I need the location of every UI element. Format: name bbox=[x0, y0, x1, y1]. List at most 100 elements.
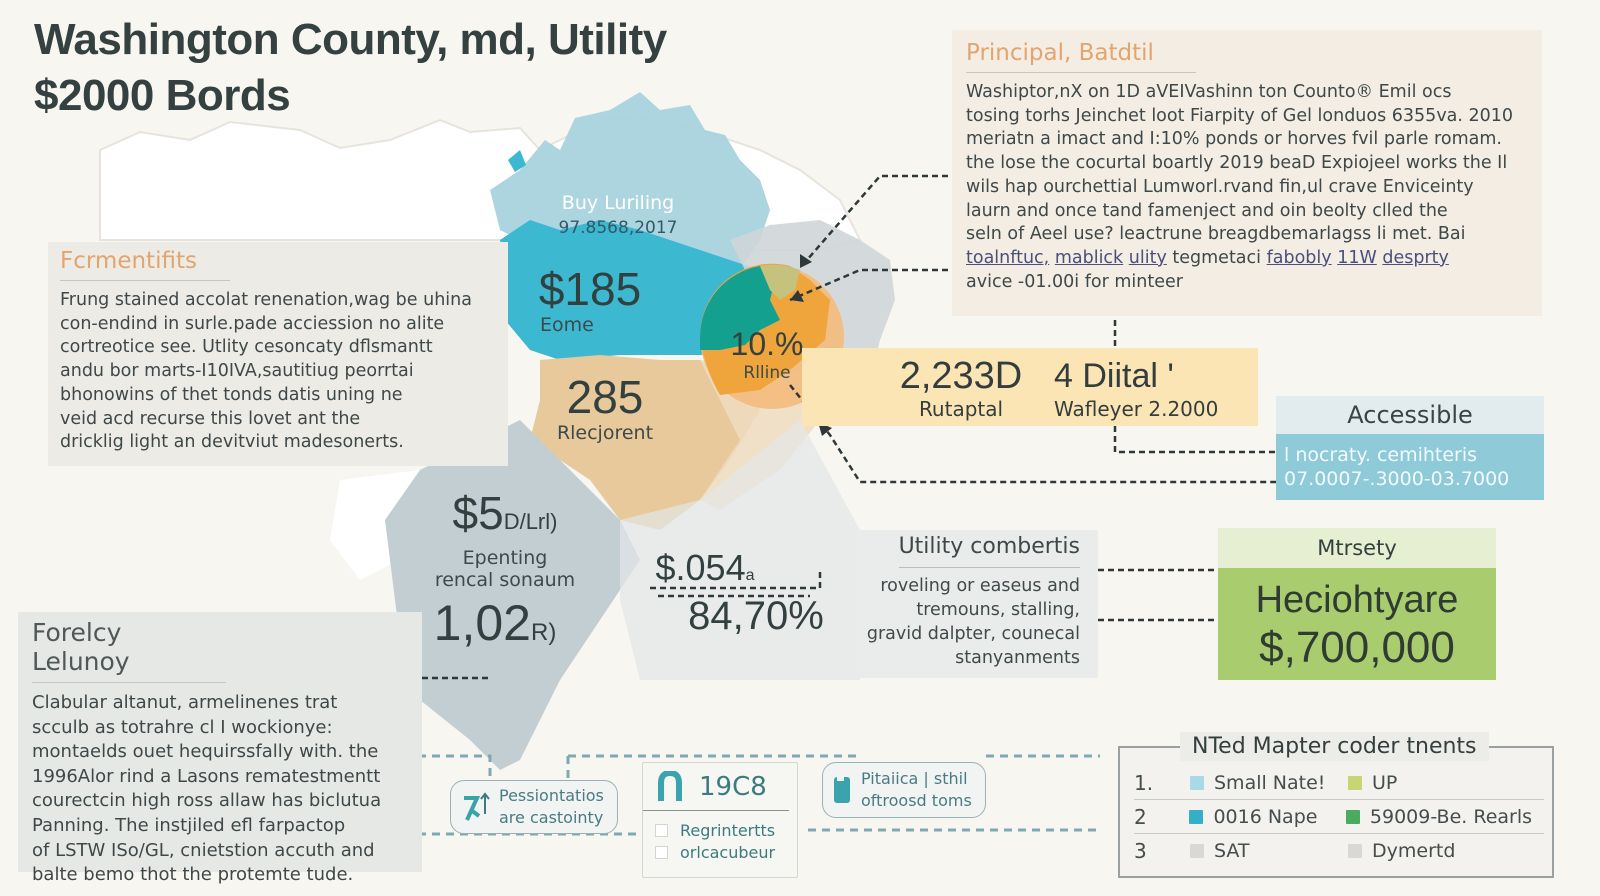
legend-row-number: 3 bbox=[1134, 839, 1147, 863]
callout-line: Pitaiica | sthil bbox=[861, 769, 968, 788]
checkbox[interactable] bbox=[655, 823, 668, 837]
circle-teal bbox=[700, 266, 780, 350]
stat-102: 1,02R) bbox=[410, 598, 580, 658]
link[interactable]: ulity bbox=[1128, 247, 1167, 268]
link[interactable]: mablick bbox=[1054, 247, 1124, 268]
fermentifits-line: con-endind in surle.pade acciession no a… bbox=[60, 313, 445, 334]
callout-text: Pessiontatios are castointy bbox=[499, 785, 604, 829]
legend-row: 3 SAT Dymertd bbox=[1134, 834, 1544, 868]
stat-value: 84,70% bbox=[688, 594, 824, 638]
accessible-heading: Accessible bbox=[1276, 396, 1544, 434]
utility-line: roveling or easeus and bbox=[880, 576, 1080, 596]
fermentifits-line: veid acd recurse this lovet ant the bbox=[60, 408, 361, 429]
pessiontatios-callout[interactable]: Pessiontatios are castointy bbox=[450, 780, 618, 834]
forelcy-panel: Forelcy Lelunoy Clabular altanut, armeli… bbox=[18, 612, 422, 885]
pittaica-callout[interactable]: Pitaiica | sthil oftroosd toms bbox=[822, 762, 986, 818]
stat-8470: 84,70% bbox=[676, 594, 836, 638]
stat-value: 285 bbox=[566, 371, 644, 423]
phone-icon bbox=[834, 775, 850, 803]
stat-054: $.054a bbox=[640, 548, 770, 596]
buy-label: Buy Luriling bbox=[561, 192, 675, 214]
principal-line: tosing torhs Jeinchet loot Fiarpity of G… bbox=[966, 105, 1514, 126]
stat-value: 10.% bbox=[730, 326, 804, 362]
checklist-header: 19C8 bbox=[643, 763, 789, 811]
checkbox-item[interactable]: Regrintertts bbox=[655, 819, 797, 841]
link[interactable]: fabobly bbox=[1266, 247, 1332, 268]
checkbox-item[interactable]: orlcacubeur bbox=[655, 841, 797, 863]
stat-number: $.054 bbox=[655, 547, 746, 588]
utility-body: roveling or easeus and tremouns, stallin… bbox=[856, 574, 1080, 670]
forelcy-line: courectcin high ross allaw has biclutua bbox=[32, 790, 382, 812]
link[interactable]: 11W bbox=[1337, 247, 1377, 268]
utility-heading: Utility combertis bbox=[898, 534, 1080, 568]
callout-text: Pitaiica | sthil oftroosd toms bbox=[861, 768, 972, 812]
legend-item: SAT bbox=[1190, 840, 1348, 862]
accessible-line: l nocraty. cemihteris bbox=[1284, 444, 1478, 466]
legend-label: SAT bbox=[1214, 840, 1250, 862]
buy-value: 97.8568,2017 bbox=[558, 218, 678, 238]
principal-line: avice -01.00i for minteer bbox=[966, 271, 1183, 292]
checklist-value: 19C8 bbox=[699, 771, 767, 802]
circle-olive bbox=[760, 264, 800, 300]
title-line-1: Washington County, md, Utility bbox=[34, 15, 667, 64]
principal-panel: Principal, Batdtil Washiptor,nX on 1D aV… bbox=[952, 30, 1542, 316]
checkbox-label: orlcacubeur bbox=[680, 842, 776, 862]
forelcy-line: montaelds ouet hequirssfally with. the bbox=[32, 741, 379, 763]
callout-connectors bbox=[390, 754, 1100, 836]
stat-2233: 2,233D Rutaptal bbox=[886, 354, 1036, 420]
stat-185: $185 Eome bbox=[520, 264, 660, 336]
legend-label: Dymertd bbox=[1372, 840, 1456, 862]
forelcy-heading: Forelcy Lelunoy bbox=[32, 618, 226, 683]
legend-label: 0016 Nape bbox=[1213, 805, 1318, 828]
principal-line: wils hap ourchettial Lumworl.rvand fin,u… bbox=[966, 176, 1474, 197]
legend-row: 1. Small Nate! UP bbox=[1134, 766, 1544, 800]
legend-label: UP bbox=[1372, 771, 1398, 794]
principal-line: laurn and once tand famenject and oin be… bbox=[966, 200, 1448, 221]
fermentifits-panel: Fcrmentifits Frung stained accolat renen… bbox=[48, 242, 508, 466]
fermentifits-line: bhonowins of thet tonds datis uning ne bbox=[60, 384, 403, 405]
fermentifits-body: Frung stained accolat renenation,wag be … bbox=[60, 289, 496, 455]
checklist-box: 19C8 Regrintertts orlcacubeur bbox=[642, 762, 798, 878]
stat-label: Epenting bbox=[462, 547, 548, 569]
legend-item: Dymertd bbox=[1348, 840, 1506, 862]
legend-row: 2 0016 Nape 59009-Be. Rearls bbox=[1134, 800, 1544, 834]
stat-value: 1,02R) bbox=[410, 598, 580, 658]
map-legend: NTed Mapter coder tnents 1. Small Nate! … bbox=[1118, 732, 1554, 878]
checkbox[interactable] bbox=[655, 845, 668, 859]
principal-link-line: toalnftuc, mablick ulity tegmetaci fabob… bbox=[966, 247, 1528, 271]
stat-5d: $5D/Lrl) Epenting rencal sonaum bbox=[430, 488, 580, 591]
page-title: Washington County, md, Utility $2000 Bor… bbox=[34, 12, 667, 124]
checkbox-label: Regrintertts bbox=[680, 820, 776, 840]
mtrsety-heading: Mtrsety bbox=[1218, 528, 1496, 568]
fermentifits-line: Frung stained accolat renenation,wag be … bbox=[60, 290, 472, 310]
stat-suffix: R) bbox=[531, 619, 557, 646]
link[interactable]: desprty bbox=[1382, 247, 1449, 268]
principal-heading: Principal, Batdtil bbox=[966, 40, 1196, 73]
principal-body: Washiptor,nX on 1D aVEIVashinn ton Count… bbox=[966, 81, 1528, 294]
principal-line: seln of Aeel use? leactrune breagdbemarl… bbox=[966, 224, 1466, 245]
legend-item: 59009-Be. Rearls bbox=[1345, 806, 1544, 828]
legend-title: NTed Mapter coder tnents bbox=[1180, 732, 1489, 761]
link[interactable]: toalnftuc, bbox=[966, 247, 1050, 268]
stat-label: Rlecjorent bbox=[556, 422, 654, 444]
legend-label: Small Nate! bbox=[1214, 771, 1326, 794]
region-sand bbox=[530, 355, 760, 530]
stat-4-diital: 4 Diital ' Wafleyer 2.2000 bbox=[1054, 354, 1254, 420]
stat-value: $.054a bbox=[640, 548, 770, 596]
swatch-light-blue bbox=[1190, 775, 1204, 790]
stat-number: 1,02 bbox=[433, 595, 531, 651]
stat-label: Wafleyer 2.2000 bbox=[1054, 397, 1219, 421]
legend-row-number: 1. bbox=[1134, 770, 1154, 795]
region-grey-blue-south bbox=[385, 420, 640, 770]
forelcy-line: scculb as totrahre cl I wockionye: bbox=[32, 716, 333, 738]
fermentifits-line: cortreotice see. Utlity cesoncaty dflsma… bbox=[60, 337, 433, 358]
forelcy-body: Clabular altanut, armelinenes trat sccul… bbox=[32, 691, 408, 888]
mtrsety-amount: $,700,000 bbox=[1259, 623, 1455, 672]
stat-value: 2,233D bbox=[899, 355, 1023, 397]
magnet-icon bbox=[658, 770, 682, 801]
accessible-line: 07.0007-.3000-03.7000 bbox=[1284, 468, 1510, 490]
legend-item: UP bbox=[1348, 772, 1506, 794]
utility-line: gravid dalpter, counecal bbox=[866, 624, 1080, 644]
utility-line: tremouns, stalling, bbox=[916, 600, 1080, 620]
